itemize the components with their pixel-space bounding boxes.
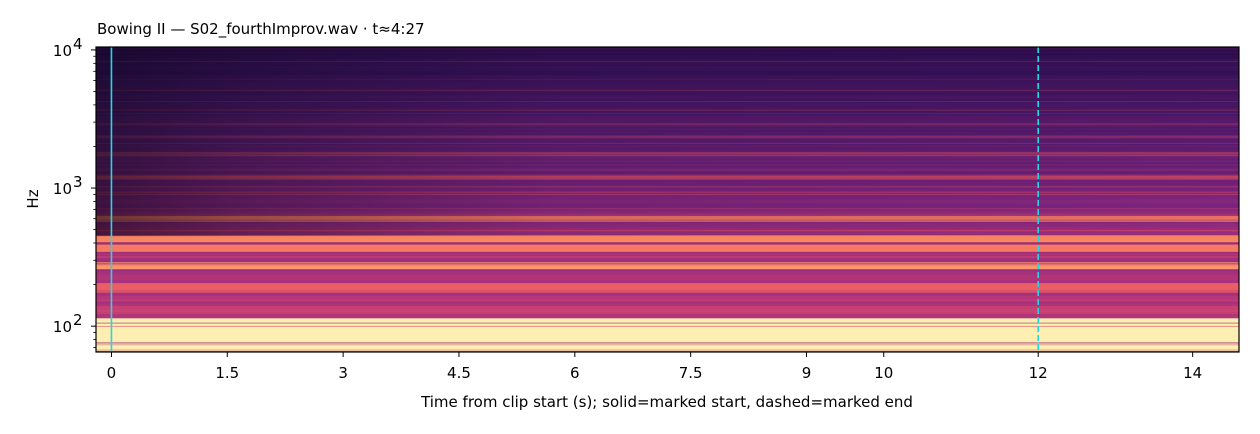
x-tick-label: 1.5 [215, 364, 239, 382]
x-tick-label: 7.5 [679, 364, 703, 382]
y-axis-label: Hz [24, 189, 42, 208]
high-frequency-shading [96, 47, 1239, 352]
x-axis-label: Time from clip start (s); solid=marked s… [420, 393, 913, 411]
spectrogram-image [96, 47, 1239, 352]
y-tick-exponent: 3 [73, 173, 83, 191]
x-tick-label: 9 [802, 364, 812, 382]
x-tick-label: 14 [1183, 364, 1202, 382]
x-axis: 0 1.5 3 4.5 6 7.5 9 10 12 14 [107, 352, 1202, 382]
x-tick-label: 12 [1029, 364, 1048, 382]
y-tick-exponent: 2 [73, 311, 83, 329]
x-tick-label: 6 [570, 364, 580, 382]
marker-lines [110, 47, 1040, 352]
x-tick-label: 10 [874, 364, 893, 382]
x-tick-label: 0 [107, 364, 117, 382]
y-tick-label: 10 [53, 318, 72, 336]
plot-frame [95, 46, 1240, 353]
y-tick-label: 10 [53, 180, 72, 198]
y-tick-label: 10 [53, 42, 72, 60]
chart-title: Bowing II — S02_fourthImprov.wav · t≈4:2… [97, 20, 425, 39]
x-tick-label: 4.5 [447, 364, 471, 382]
x-tick-label: 3 [338, 364, 348, 382]
y-tick-exponent: 4 [73, 35, 83, 53]
